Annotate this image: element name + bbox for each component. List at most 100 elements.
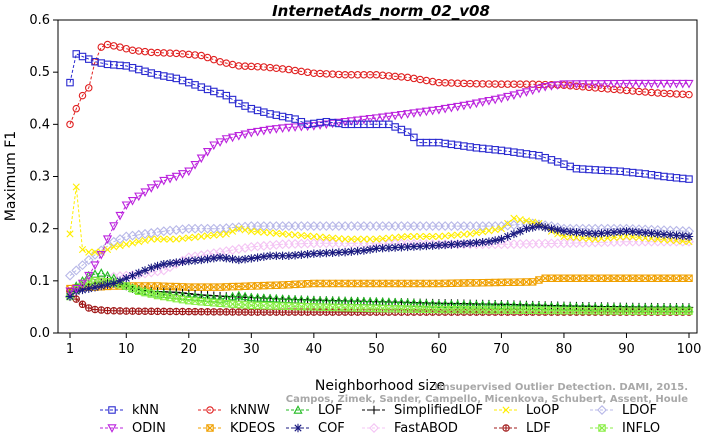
data-point-loop (116, 242, 124, 250)
data-point-ldf (78, 300, 87, 308)
data-point-cof (584, 229, 594, 238)
data-point-loop (128, 239, 137, 247)
series-loop (66, 183, 693, 256)
data-point-odin (584, 80, 594, 89)
data-point-loop (291, 231, 299, 239)
data-point-odin (528, 86, 538, 96)
data-point-loop (397, 233, 405, 241)
data-point-loop (497, 225, 506, 233)
data-point-odin (296, 122, 306, 132)
data-point-odin (471, 99, 482, 109)
legend-marker-ldof (597, 405, 607, 415)
data-point-ldf (172, 307, 181, 316)
legend-item-knnw: kNNW (198, 403, 270, 418)
data-point-ldf (260, 308, 268, 316)
watermark: Unsupervised Outlier Detection. DAMI, 20… (286, 382, 688, 405)
data-point-inflo (253, 301, 262, 310)
data-point-loop (191, 233, 199, 241)
data-point-cof (647, 229, 656, 238)
data-point-cof (259, 252, 269, 261)
y-tick-label: 0.5 (29, 65, 50, 80)
data-point-loop (591, 235, 599, 243)
data-point-odin (653, 79, 663, 89)
data-point-cof (603, 228, 612, 238)
data-point-odin (159, 176, 169, 186)
data-point-knnw (210, 55, 218, 64)
data-point-odin (665, 79, 675, 89)
legend-label-lof: LOF (318, 403, 343, 418)
data-point-knn (403, 128, 412, 136)
data-point-kdeos (347, 279, 356, 288)
data-point-loop (504, 219, 512, 228)
data-point-cof (397, 243, 406, 252)
legend-label-knnw: kNNW (230, 403, 270, 418)
data-point-cof (672, 231, 681, 240)
legend-marker-fastabod (369, 423, 379, 433)
data-point-loop (635, 233, 643, 242)
x-tick-label: 80 (556, 342, 573, 357)
data-point-lof (209, 293, 219, 303)
x-tick-label: 40 (306, 342, 323, 357)
data-point-odin (96, 251, 106, 260)
data-point-loop (241, 226, 249, 234)
data-point-cof (409, 242, 419, 251)
data-point-odin (671, 79, 682, 89)
data-point-kdeos (522, 278, 531, 286)
data-point-odin (252, 127, 263, 137)
data-point-odin (277, 124, 288, 134)
legend-marker-cof (293, 423, 303, 433)
series-inflo (66, 277, 693, 315)
data-point-loop (135, 238, 143, 246)
data-point-knn (66, 78, 74, 87)
data-point-loop (91, 248, 99, 256)
data-point-odin (503, 92, 513, 102)
data-point-cof (278, 251, 287, 260)
data-point-lof (184, 291, 194, 301)
data-point-loop (622, 232, 631, 241)
data-point-ldf (185, 307, 193, 316)
data-point-ldf (153, 307, 162, 316)
data-point-loop (266, 229, 274, 237)
data-point-cof (184, 256, 193, 266)
data-point-cof (347, 247, 356, 256)
data-point-loop (222, 230, 230, 238)
data-point-loop (416, 232, 424, 241)
data-point-odin (152, 180, 163, 190)
data-point-cof (490, 236, 500, 245)
data-point-odin (428, 106, 438, 116)
x-tick-label: 10 (118, 342, 135, 357)
data-point-loop (429, 232, 437, 241)
data-point-loop (666, 236, 674, 244)
data-point-loop (66, 230, 74, 238)
data-point-loop (641, 234, 649, 242)
data-point-lof (521, 301, 532, 310)
data-point-loop (616, 233, 624, 241)
data-point-cof (103, 280, 112, 289)
data-point-cof (328, 248, 337, 257)
data-point-knnw (97, 43, 106, 51)
data-point-cof (159, 259, 168, 269)
data-point-odin (659, 79, 669, 89)
x-tick-label: 90 (618, 342, 635, 357)
data-point-odin (190, 161, 200, 170)
legend-label-knn: kNN (132, 403, 159, 418)
data-point-cof (628, 227, 637, 236)
data-point-kdeos (422, 279, 431, 288)
data-point-cof (215, 253, 225, 262)
data-point-odin (509, 91, 519, 100)
data-point-knnw (66, 120, 74, 129)
data-point-loop (235, 225, 243, 233)
data-point-odin (327, 119, 338, 129)
data-point-loop (672, 237, 681, 245)
data-point-ldf (241, 308, 249, 316)
series-knn (66, 50, 693, 183)
data-point-ldof (90, 249, 100, 260)
data-point-ldof (83, 254, 94, 265)
data-point-lof (277, 294, 288, 303)
legend-item-simplifiedlof: SimplifiedLOF (362, 403, 483, 418)
data-point-kdeos (541, 274, 549, 282)
data-point-odin (202, 147, 213, 157)
data-point-cof (109, 279, 118, 288)
data-point-knn (410, 133, 418, 142)
data-point-cof (172, 258, 181, 267)
